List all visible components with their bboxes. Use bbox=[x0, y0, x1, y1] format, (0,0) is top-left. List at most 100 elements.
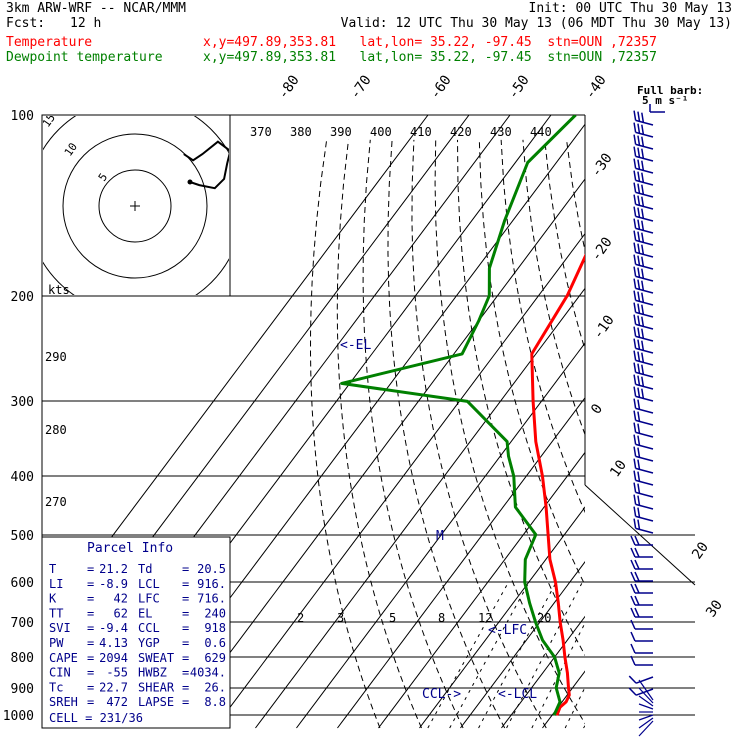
isotherm-line bbox=[419, 506, 585, 729]
wind-barb-staff bbox=[635, 419, 654, 426]
parcel-label: T bbox=[49, 562, 56, 576]
wind-barb-staff bbox=[635, 263, 654, 270]
dry-adiabat-line bbox=[588, 140, 740, 728]
theta-tick-label: 390 bbox=[330, 125, 352, 139]
wind-barb-flag bbox=[633, 326, 637, 337]
wind-barb-flag bbox=[641, 256, 645, 267]
isotherm-line bbox=[296, 342, 585, 729]
parcel-eq: = bbox=[87, 592, 94, 606]
wind-barb-staff bbox=[635, 359, 654, 366]
wind-barb-flag bbox=[633, 218, 637, 229]
wind-barb-staff bbox=[635, 287, 654, 294]
theta-tick-label: 420 bbox=[450, 125, 472, 139]
wind-barb bbox=[633, 434, 654, 450]
wind-barb-flag bbox=[637, 339, 641, 350]
wind-barb-staff bbox=[635, 119, 654, 126]
lcl-marker: <-LCL bbox=[498, 687, 537, 702]
wind-barb-flag bbox=[637, 363, 641, 374]
wind-barb-staff bbox=[635, 335, 654, 342]
mixing-ratio-tick-label: 2 bbox=[297, 611, 304, 625]
wind-barb bbox=[633, 122, 654, 138]
legend-dewpoint-label: Dewpoint temperature bbox=[6, 50, 163, 65]
wind-barb bbox=[633, 302, 654, 318]
wind-barb bbox=[633, 218, 654, 234]
parcel-value: 4034. bbox=[190, 666, 226, 680]
dry-adiabat-line bbox=[500, 139, 585, 514]
dry-adiabat-line bbox=[336, 139, 422, 729]
wind-barb-staff bbox=[635, 239, 654, 246]
wind-barb-flag bbox=[637, 255, 641, 266]
dry-adiabat-line bbox=[310, 139, 381, 729]
wind-barb-flag bbox=[641, 232, 645, 243]
parcel-value: -55 bbox=[106, 666, 128, 680]
wind-barb bbox=[633, 206, 654, 222]
wind-barb-flag bbox=[641, 160, 645, 171]
parcel-value: 21.2 bbox=[99, 562, 128, 576]
wind-barb-flag bbox=[637, 519, 641, 530]
parcel-eq: = bbox=[182, 592, 189, 606]
wind-barb-flag bbox=[641, 196, 645, 207]
wind-barb-flag bbox=[633, 266, 637, 277]
wind-barb-flag bbox=[641, 220, 645, 231]
theta-tick-label: 400 bbox=[370, 125, 392, 139]
wind-barb-flag bbox=[637, 111, 641, 122]
wind-barb-flag bbox=[641, 340, 645, 351]
wind-barb-flag bbox=[641, 112, 645, 123]
wind-barb-flag bbox=[637, 399, 641, 410]
wind-barb bbox=[638, 703, 654, 710]
legend-temperature-info: x,y=497.89,353.81 lat,lon= 35.22, -97.45… bbox=[203, 35, 657, 50]
wind-barb bbox=[633, 446, 654, 462]
parcel-value: 916. bbox=[197, 577, 226, 591]
wind-barb bbox=[630, 631, 653, 642]
wind-barb-flag bbox=[637, 507, 641, 518]
parcel-value: 240 bbox=[204, 606, 226, 620]
wind-barb bbox=[630, 607, 653, 618]
wind-barb bbox=[633, 458, 654, 474]
parcel-eq: = bbox=[182, 606, 189, 620]
isotherm-tick-label: -10 bbox=[590, 312, 618, 342]
pressure-tick-label: 200 bbox=[11, 290, 34, 305]
parcel-value: 629 bbox=[204, 651, 226, 665]
parcel-value: 8.8 bbox=[204, 695, 226, 709]
wind-barb-flag bbox=[637, 447, 641, 458]
parcel-info-frame bbox=[41, 536, 231, 729]
wind-barb bbox=[633, 242, 654, 258]
wind-barb-flag bbox=[641, 136, 645, 147]
wind-barb bbox=[630, 619, 653, 630]
wind-barb-staff bbox=[635, 503, 654, 510]
wind-barb-staff bbox=[635, 407, 654, 414]
theta-tick-label: 440 bbox=[530, 125, 552, 139]
wind-barb-flag bbox=[633, 446, 637, 457]
wind-barb-staff bbox=[635, 443, 654, 450]
wind-barb bbox=[630, 535, 653, 546]
isotherm-line bbox=[501, 615, 585, 729]
wind-barb-staff bbox=[635, 688, 654, 696]
wind-barb-flag bbox=[633, 170, 637, 181]
wind-barb-flag bbox=[633, 494, 637, 505]
parcel-info-title: Parcel Info bbox=[87, 541, 173, 556]
wind-barb-flag bbox=[641, 352, 645, 363]
wind-barb-staff bbox=[635, 676, 654, 684]
wind-barb bbox=[633, 362, 654, 378]
parcel-label: Tc bbox=[49, 680, 63, 694]
wind-barb-flag bbox=[641, 244, 645, 255]
wind-barb-flag bbox=[637, 303, 641, 314]
parcel-value: 26. bbox=[204, 680, 226, 694]
wind-barb-flag bbox=[633, 182, 637, 193]
parcel-label: EL bbox=[138, 606, 152, 620]
wind-barb-flag bbox=[637, 435, 641, 446]
mixing-ratio-tick-label: 12 bbox=[478, 611, 492, 625]
mixing-ratio-tick-label: 3 bbox=[337, 611, 344, 625]
pressure-tick-label: 1000 bbox=[3, 709, 34, 724]
barb-key-line1: Full barb: bbox=[637, 84, 703, 97]
parcel-eq: = bbox=[182, 651, 189, 665]
wind-barb-flag bbox=[630, 607, 636, 618]
pressure-tick-label: 500 bbox=[11, 529, 34, 544]
hodograph-kts-label: kts bbox=[48, 283, 70, 297]
wind-barb-flag bbox=[641, 328, 645, 339]
theta-tick-label: 430 bbox=[490, 125, 512, 139]
mixing-ratio-line bbox=[531, 622, 585, 729]
wind-barb-flag bbox=[641, 292, 645, 303]
hodograph-trace bbox=[183, 140, 229, 190]
